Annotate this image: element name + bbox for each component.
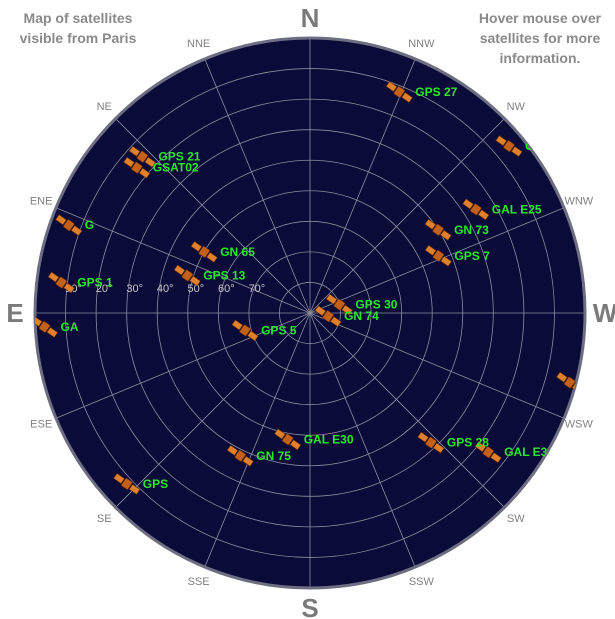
satellite-gps-5[interactable]: GPS 5: [231, 319, 297, 342]
direction-label-se: SE: [97, 513, 112, 525]
direction-label-s: S: [301, 593, 318, 619]
radial-line-sw: [309, 312, 505, 508]
direction-label-ene: ENE: [30, 196, 53, 208]
satellite-label: GPS 21: [158, 150, 200, 164]
satellite-icon: [462, 198, 490, 221]
satellite-icon: [314, 305, 342, 328]
satellite-icon: [190, 240, 218, 263]
satellite-label: GAL E30: [304, 432, 354, 446]
satellite-icon: [424, 218, 452, 241]
satellite-label: GPS: [143, 477, 168, 491]
satellite-gn-75[interactable]: GN 75: [226, 444, 291, 467]
satellite-icon: [424, 244, 453, 267]
satellite-gn-65[interactable]: GN 65: [190, 240, 255, 263]
satellite-label: GPS 30: [355, 298, 397, 312]
radial-line-nne: [204, 58, 311, 314]
satellite-ga[interactable]: GA: [30, 315, 79, 338]
direction-label-sse: SSE: [188, 576, 210, 588]
ring-label-30: 30°: [126, 283, 143, 295]
satellite-label: GPS 7: [454, 249, 490, 263]
direction-label-ssw: SSW: [409, 576, 435, 588]
radial-line-ene: [55, 207, 311, 314]
satellite-label: GPS 28: [447, 436, 489, 450]
satellite-gps-1[interactable]: GPS 1: [47, 271, 113, 294]
direction-label-sw: SW: [507, 513, 525, 525]
satellite-icon: [474, 441, 502, 464]
radial-line-ese: [55, 312, 311, 419]
map-title-note: Map of satellites visible from Paris: [19, 10, 137, 46]
satellite-label: GSAT02: [153, 161, 199, 175]
satellite-label: GPS 9: [586, 376, 615, 390]
satellite-icon: [55, 214, 83, 237]
hover-hint-note: Hover mouse over satellites for more inf…: [478, 10, 602, 66]
satellite-icon: [231, 319, 259, 342]
satellite-gps[interactable]: GPS: [113, 472, 168, 495]
satellite-label: GN 74: [344, 309, 379, 323]
direction-label-ese: ESE: [30, 418, 52, 430]
grid-layer: [35, 38, 585, 588]
satellite-gps-21[interactable]: GPS 21: [128, 145, 201, 168]
satellite-icon: [123, 156, 151, 179]
satellite-label: GPS 27: [415, 85, 457, 99]
satellite-gps-7[interactable]: GPS 7: [424, 244, 490, 267]
ring-label-20: 20°: [96, 283, 113, 295]
satellite-icon: [274, 428, 302, 451]
satellite-label: GN 73: [454, 223, 489, 237]
direction-label-wsw: WSW: [565, 418, 594, 430]
radial-line-wsw: [309, 312, 565, 419]
radial-line-ssw: [309, 312, 416, 568]
ring-label-layer: 10°20°30°40°50°60°70°: [65, 283, 265, 295]
satellite-label: GPS 13: [203, 269, 245, 283]
satellite-gn-74[interactable]: GN 74: [314, 304, 379, 328]
ring-label-60: 60°: [218, 283, 235, 295]
direction-label-e: E: [6, 298, 23, 328]
satellite-gal-e30[interactable]: GAL E30: [274, 428, 354, 451]
satellite-label: GPS 1: [77, 276, 113, 290]
ring-label-50: 50°: [187, 283, 204, 295]
satellite-icon: [173, 264, 201, 287]
satellite-gn-73[interactable]: GN 73: [424, 218, 489, 241]
ring-label-40: 40°: [157, 283, 174, 295]
satellite-icon: [47, 271, 75, 294]
sky-rim: [33, 36, 587, 590]
ring-label-70: 70°: [249, 283, 266, 295]
satellite-icon: [385, 81, 413, 103]
satellite-label: GN 65: [220, 245, 255, 259]
radial-line-nnw: [309, 58, 416, 314]
direction-label-w: W: [593, 298, 615, 328]
direction-label-nnw: NNW: [408, 38, 435, 50]
satellite-label: GA: [61, 320, 79, 334]
satellite-gal-e25[interactable]: GAL E25: [462, 198, 542, 221]
satellite-gps-30[interactable]: GPS 30: [325, 293, 398, 316]
radial-line-sse: [204, 312, 311, 568]
satellite-gal-e3[interactable]: GAL E3: [474, 440, 548, 464]
direction-label-nne: NNE: [187, 38, 210, 50]
radial-line-ne: [115, 118, 311, 314]
satellite-label: G: [85, 218, 94, 232]
satellite-label: GAL E25: [492, 202, 542, 216]
direction-layer: N NNW NW WNW W WSW SW SSW S SSE SE ESE E ENE NE NNE: [6, 3, 615, 619]
direction-label-ne: NE: [97, 101, 112, 113]
satellite-icon: [325, 293, 354, 316]
satellite-gps-27[interactable]: GPS 27: [385, 80, 458, 103]
direction-label-n: N: [301, 3, 320, 33]
satellite-icon: [495, 135, 523, 158]
direction-label-nw: NW: [507, 101, 526, 113]
satellite-icon: [113, 472, 141, 495]
satellite-label: GN 75: [256, 449, 291, 463]
satellite-icon: [35, 315, 59, 338]
satellite-icon: [226, 444, 254, 467]
satellite-gsat02[interactable]: GSAT02: [123, 156, 199, 179]
satellite-icon: [417, 431, 445, 454]
satellite-label: GAL E3: [504, 445, 547, 459]
satellite-gps-13[interactable]: GPS 13: [173, 264, 246, 287]
satellite-icon: [128, 145, 157, 168]
satellite-g[interactable]: G: [55, 213, 94, 237]
radial-line-se: [115, 312, 311, 508]
satellite-gps-28[interactable]: GPS 28: [417, 431, 489, 454]
direction-label-wnw: WNW: [564, 196, 593, 208]
satellite-label: GPS 5: [261, 323, 297, 337]
radial-line-nw: [309, 118, 505, 314]
